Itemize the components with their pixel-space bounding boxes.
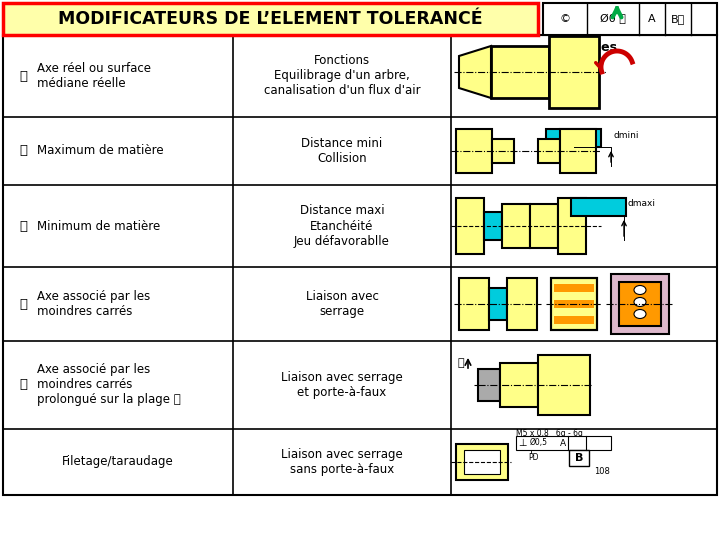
Text: dmini: dmini xyxy=(613,131,639,139)
Text: Liaison avec serrage
et porte-à-faux: Liaison avec serrage et porte-à-faux xyxy=(281,371,403,399)
Bar xyxy=(456,444,508,480)
Text: Axe réel ou surface
médiane réelle: Axe réel ou surface médiane réelle xyxy=(37,62,151,90)
Bar xyxy=(538,139,560,163)
Bar xyxy=(549,36,599,108)
Bar xyxy=(551,278,597,330)
Text: Ⓛ: Ⓛ xyxy=(19,219,27,233)
Bar xyxy=(554,284,594,292)
Bar xyxy=(611,274,669,334)
Text: PD: PD xyxy=(528,453,539,462)
Bar xyxy=(464,450,500,474)
Bar xyxy=(3,3,538,35)
Bar xyxy=(3,35,717,495)
Text: dmaxi: dmaxi xyxy=(628,199,656,208)
Bar xyxy=(560,129,596,173)
Text: 108: 108 xyxy=(594,468,610,476)
Text: B: B xyxy=(575,453,583,463)
Bar xyxy=(571,198,626,216)
Polygon shape xyxy=(459,46,491,98)
Bar xyxy=(502,204,530,248)
Text: A: A xyxy=(560,438,566,448)
Bar xyxy=(459,278,489,330)
Bar xyxy=(558,198,586,254)
Text: M5 x 0,8   6g - 6g: M5 x 0,8 6g - 6g xyxy=(516,429,583,438)
Bar xyxy=(530,204,558,248)
Text: Ⓜ: Ⓜ xyxy=(19,145,27,158)
Bar xyxy=(546,129,601,147)
Text: Ø0,5: Ø0,5 xyxy=(530,438,548,448)
Text: MODIFICATEURS DE L’ELEMENT TOLERANCÉ: MODIFICATEURS DE L’ELEMENT TOLERANCÉ xyxy=(58,10,483,28)
Ellipse shape xyxy=(634,309,646,319)
Bar xyxy=(491,46,549,98)
Bar xyxy=(492,139,514,163)
Text: Maximum de matière: Maximum de matière xyxy=(37,145,163,158)
Text: Filetage/taraudage: Filetage/taraudage xyxy=(62,456,174,469)
Text: Distance maxi
Etanchéité
Jeu défavorablle: Distance maxi Etanchéité Jeu défavorabll… xyxy=(294,205,390,247)
Text: Ⓐ: Ⓐ xyxy=(19,70,27,83)
Text: A: A xyxy=(648,14,656,24)
Bar xyxy=(554,308,594,316)
Bar xyxy=(478,369,500,401)
Text: Liaison avec
serrage: Liaison avec serrage xyxy=(305,290,379,318)
Text: Minimum de matière: Minimum de matière xyxy=(37,219,161,233)
Bar xyxy=(554,292,594,300)
Text: Axe associé par les
moindres carrés: Axe associé par les moindres carrés xyxy=(37,290,150,318)
Bar xyxy=(554,316,594,324)
Text: Ø0 Ⓛ: Ø0 Ⓛ xyxy=(600,14,626,24)
Text: Fonctions
Equilibrage d'un arbre,
canalisation d'un flux d'air: Fonctions Equilibrage d'un arbre, canali… xyxy=(264,55,420,98)
Bar xyxy=(489,288,507,320)
Bar xyxy=(507,278,537,330)
Bar xyxy=(500,363,538,407)
Bar xyxy=(551,278,597,330)
Text: Distance mini
Collision: Distance mini Collision xyxy=(302,137,382,165)
Bar xyxy=(554,300,594,308)
Text: BⓁ: BⓁ xyxy=(671,14,685,24)
Text: ⊥: ⊥ xyxy=(518,438,526,448)
Ellipse shape xyxy=(634,298,646,307)
Bar xyxy=(619,282,661,326)
Bar xyxy=(538,355,590,415)
Text: Ⓟ: Ⓟ xyxy=(19,379,27,392)
Bar xyxy=(456,129,492,173)
Text: Exemples: Exemples xyxy=(551,40,618,53)
Bar xyxy=(569,450,589,466)
Text: Ⓟ: Ⓟ xyxy=(458,358,464,368)
Bar xyxy=(543,3,717,35)
Text: Ⓠ: Ⓠ xyxy=(19,298,27,310)
Text: ©: © xyxy=(559,14,570,24)
Ellipse shape xyxy=(634,286,646,294)
Text: Liaison avec serrage
sans porte-à-faux: Liaison avec serrage sans porte-à-faux xyxy=(281,448,403,476)
Bar xyxy=(484,212,502,240)
Bar xyxy=(456,198,484,254)
Bar xyxy=(516,436,611,450)
Text: Axe associé par les
moindres carrés
prolongué sur la plage Ⓟ: Axe associé par les moindres carrés prol… xyxy=(37,363,181,407)
